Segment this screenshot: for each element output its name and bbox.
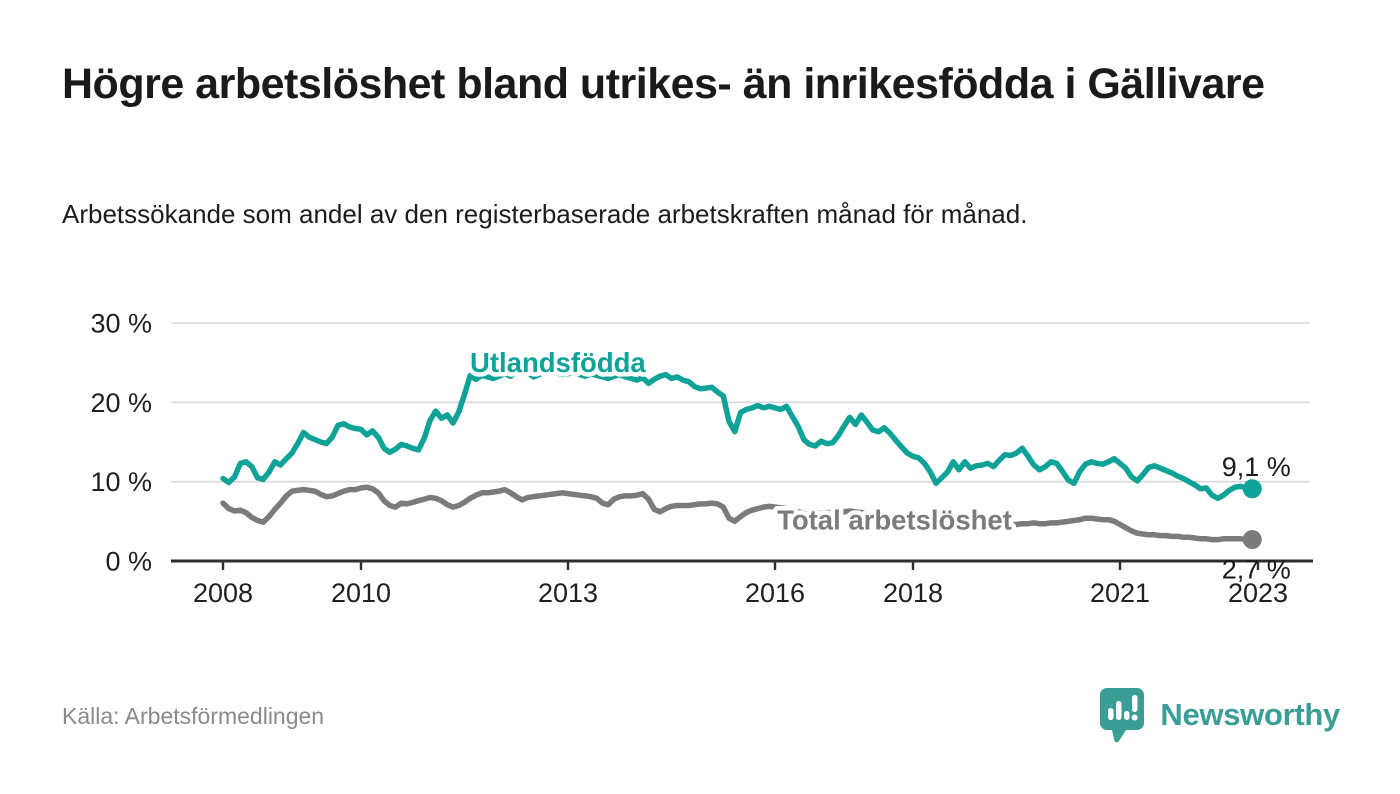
x-axis-label-2013: 2013 xyxy=(538,578,598,608)
series-label-utlandsfodda: Utlandsfödda xyxy=(470,347,646,378)
x-axis-label-2010: 2010 xyxy=(331,578,391,608)
end-value-label-total: 2,7 % xyxy=(1222,555,1291,585)
page-title: Högre arbetslöshet bland utrikes- än inr… xyxy=(62,60,1265,108)
x-axis-label-2021: 2021 xyxy=(1090,578,1150,608)
y-axis-label-30: 30 % xyxy=(90,309,152,339)
brand-name: Newsworthy xyxy=(1160,697,1340,732)
end-dot-total xyxy=(1242,530,1262,550)
series-line-total xyxy=(220,484,1256,543)
newsworthy-logo-icon xyxy=(1100,688,1145,743)
brand-lockup: Newsworthy xyxy=(1098,686,1340,744)
y-axis-label-0: 0 % xyxy=(105,547,152,577)
x-axis-label-2023: 2023 xyxy=(1228,578,1288,608)
series-line-utlandsfodda xyxy=(220,367,1256,502)
chart-subtitle: Arbetssökande som andel av den registerb… xyxy=(62,199,1028,229)
source-attribution: Källa: Arbetsförmedlingen xyxy=(62,703,325,729)
end-dot-utlandsfodda xyxy=(1242,479,1262,499)
x-axis-label-2008: 2008 xyxy=(193,578,253,608)
y-axis-label-20: 20 % xyxy=(90,388,152,418)
y-axis-label-10: 10 % xyxy=(90,467,152,497)
x-axis-label-2016: 2016 xyxy=(745,578,805,608)
end-value-label-utlandsfodda: 9,1 % xyxy=(1222,452,1291,482)
series-label-total: Total arbetslöshet xyxy=(777,504,1012,535)
x-axis-label-2018: 2018 xyxy=(883,578,943,608)
